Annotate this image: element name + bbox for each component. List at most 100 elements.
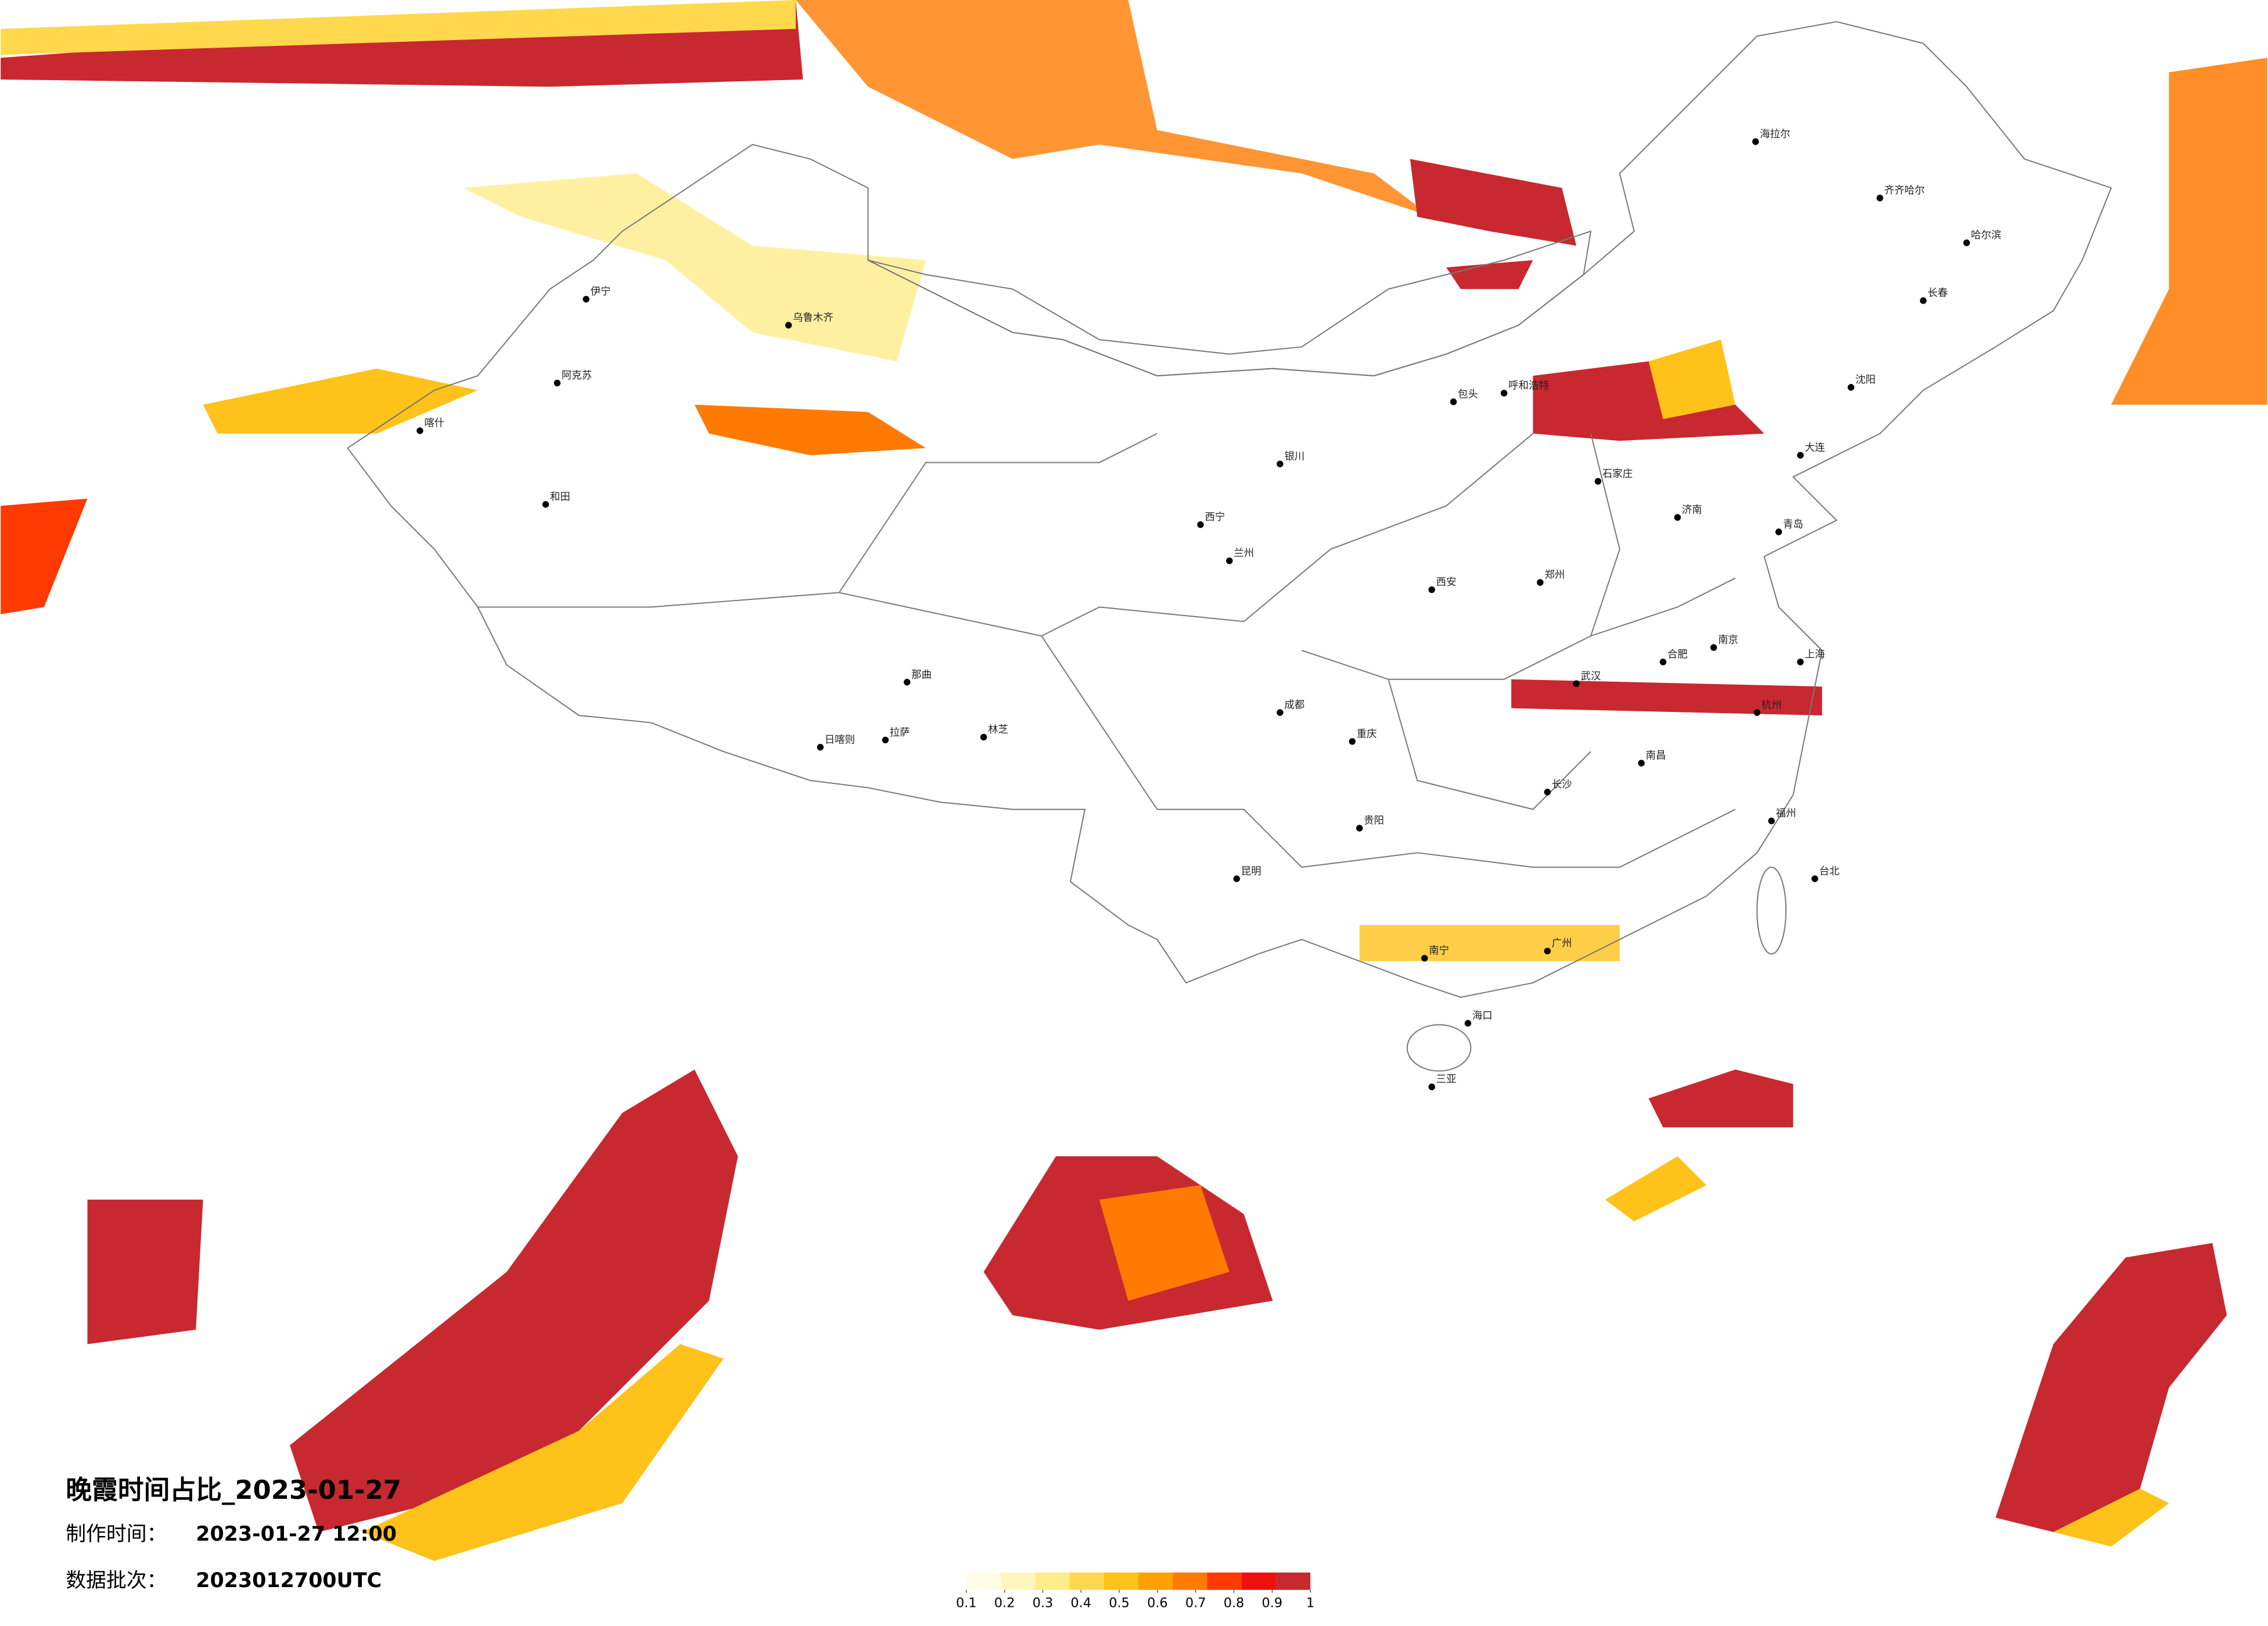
heat-area — [362, 1344, 724, 1561]
legend-tick-label: 1 — [1306, 1596, 1314, 1611]
city-label: 上海 — [1805, 649, 1825, 660]
city-label: 西安 — [1436, 577, 1457, 588]
city-label: 海口 — [1472, 1010, 1493, 1022]
city-dot — [1877, 195, 1884, 202]
city-label: 日喀则 — [825, 734, 855, 746]
legend-swatch — [1001, 1572, 1036, 1590]
city-label: 齐齐哈尔 — [1884, 185, 1925, 197]
heat-area — [1, 498, 88, 614]
city-dot — [1594, 478, 1602, 485]
province-border — [477, 433, 1736, 868]
legend: 0.1 0.2 0.3 0.4 0.5 0.6 0.7 0.8 0.9 1 — [956, 1572, 1314, 1611]
city-label: 乌鲁木齐 — [793, 312, 833, 324]
city-dot — [1277, 709, 1284, 716]
legend-tick-label: 0.2 — [994, 1596, 1015, 1611]
borders — [347, 21, 2112, 1072]
city-label: 银川 — [1284, 451, 1304, 462]
city-dot — [1674, 514, 1681, 521]
city-label: 伊宁 — [591, 286, 611, 298]
city-dot — [1920, 297, 1927, 304]
legend-swatch — [1207, 1572, 1242, 1590]
heat-area — [1605, 1156, 1707, 1222]
city-dot — [1233, 875, 1240, 882]
city-label: 台北 — [1819, 866, 1839, 877]
city-dot — [583, 296, 590, 303]
city-dot — [1963, 239, 1970, 246]
city-label: 林芝 — [988, 724, 1008, 736]
legend-swatch — [1069, 1572, 1104, 1590]
batch-label: 数据批次： — [66, 1569, 167, 1592]
heat-area — [1511, 679, 1823, 715]
heat-area — [2111, 57, 2267, 405]
city-dot — [1226, 557, 1233, 564]
city-label: 喀什 — [424, 418, 444, 429]
legend-tick-label: 0.3 — [1033, 1596, 1054, 1611]
made-time: 2023-01-27 12:00 — [196, 1523, 397, 1546]
heat-area — [694, 404, 926, 455]
made-time-label: 制作时间： — [66, 1523, 167, 1546]
city-label: 那曲 — [911, 669, 932, 681]
batch: 2023012700UTC — [196, 1569, 382, 1592]
city-dot — [1710, 644, 1717, 651]
city-dot — [1544, 947, 1551, 955]
heat-area — [1995, 1243, 2227, 1533]
city-label: 西宁 — [1205, 512, 1225, 523]
city-label: 福州 — [1776, 808, 1796, 819]
city-label: 长沙 — [1552, 779, 1572, 790]
city-dot — [1811, 875, 1818, 882]
heat-area — [1446, 260, 1533, 289]
city-dot — [542, 501, 549, 508]
city-dot — [1573, 680, 1580, 687]
title: 晚霞时间占比_2023-01-27 — [66, 1474, 401, 1505]
legend-swatch — [1241, 1572, 1276, 1590]
legend-swatch — [1104, 1572, 1138, 1590]
city-dot — [416, 427, 423, 434]
city-dot — [1421, 955, 1428, 962]
city-dot — [1428, 586, 1435, 593]
heat-area — [1099, 1185, 1230, 1301]
legend-swatch — [966, 1572, 1001, 1590]
city-dot — [1797, 452, 1804, 459]
city-label: 成都 — [1284, 700, 1304, 711]
city-label: 兰州 — [1234, 548, 1254, 559]
legend-tick-label: 0.9 — [1262, 1596, 1283, 1611]
legend-swatch — [1035, 1572, 1070, 1590]
heat-area — [1648, 339, 1735, 419]
heat-area — [1648, 1069, 1793, 1128]
city-label: 哈尔滨 — [1971, 230, 2001, 242]
city-label: 石家庄 — [1602, 468, 1633, 480]
legend-swatch — [1173, 1572, 1207, 1590]
city-dot — [1537, 579, 1544, 586]
heat-area — [2053, 1488, 2169, 1547]
city-label: 昆明 — [1241, 866, 1261, 877]
legend-tick-label: 0.4 — [1070, 1596, 1091, 1611]
city-label: 杭州 — [1762, 700, 1782, 711]
city-label: 拉萨 — [890, 727, 910, 739]
city-dot — [1753, 709, 1760, 716]
city-label: 合肥 — [1667, 649, 1688, 660]
legend-tick-label: 0.5 — [1109, 1596, 1130, 1611]
city-dot — [817, 744, 824, 751]
city-label: 三亚 — [1436, 1074, 1457, 1085]
heat-layer — [1, 0, 2267, 1561]
legend-tick-label: 0.8 — [1224, 1596, 1245, 1611]
city-label: 南宁 — [1429, 945, 1449, 957]
city-dot — [1775, 528, 1782, 535]
hainan — [1406, 1024, 1472, 1072]
heat-area — [796, 0, 1432, 217]
city-dot — [1277, 461, 1284, 467]
heat-area — [463, 173, 926, 362]
city-label: 阿克苏 — [562, 370, 592, 382]
city-label: 包头 — [1458, 388, 1478, 400]
heat-area — [87, 1199, 203, 1344]
city-label: 呼和浩特 — [1508, 380, 1549, 392]
city-dot — [785, 322, 792, 329]
city-label: 南昌 — [1646, 750, 1666, 762]
city-dot — [1464, 1020, 1472, 1027]
border-line — [868, 230, 1592, 377]
city-dot — [1450, 398, 1457, 405]
